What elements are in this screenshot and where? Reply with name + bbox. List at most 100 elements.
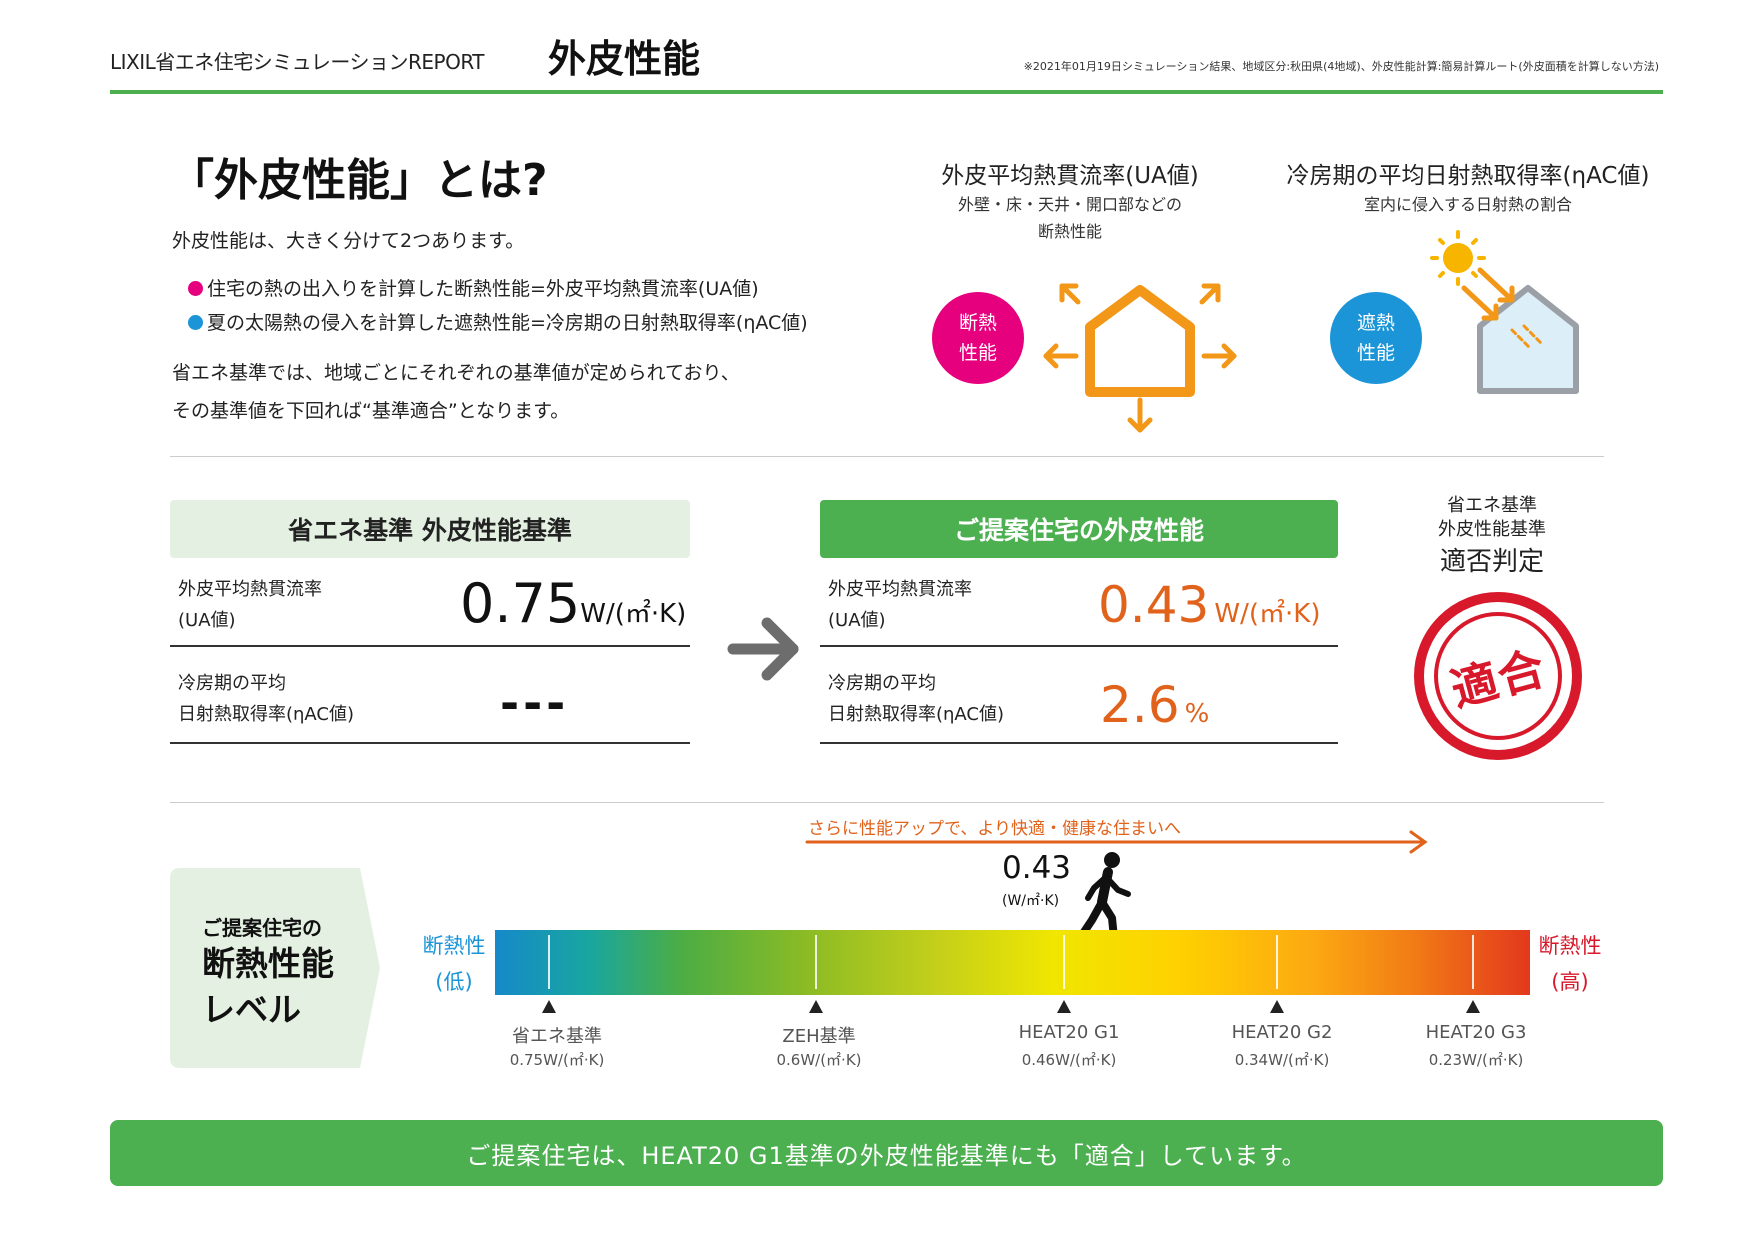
intro-paragraph: 省エネ基準では、地域ごとにそれぞれの基準値が定められており、 その基準値を下回れ… (172, 354, 740, 430)
tick-name-zeh: ZEH基準 (782, 1026, 856, 1047)
standard-eta-label-line2: 日射熱取得率(ηAC値) (178, 704, 355, 725)
high-insulation-label: 断熱性 (高) (1530, 928, 1610, 1000)
ua-diagram-subtitle-line1: 外壁・床・天井・開口部などの (957, 195, 1182, 214)
walking-person-icon (1080, 852, 1131, 942)
intro-paragraph-line2: その基準値を下回れば“基準適合”となります。 (172, 400, 570, 422)
pass-stamp: 適合 (1414, 592, 1582, 760)
proposal-ua-label-line2: (UA値) (828, 610, 886, 631)
proposal-eta-value-group: 2.6 % (1100, 676, 1209, 734)
proposal-ua-label: 外皮平均熱貫流率 (UA値) (828, 574, 972, 636)
level-panel-text: ご提案住宅の 断熱性能 レベル (202, 912, 334, 1033)
proposal-ua-unit: W/(㎡·K) (1214, 599, 1321, 629)
level-panel-line1: ご提案住宅の (202, 916, 322, 940)
insulation-badge: 断熱 性能 (932, 292, 1024, 384)
current-ua-value: 0.43 (1002, 850, 1072, 886)
insulation-badge-line1: 断熱 (958, 312, 997, 334)
judgement-title: 省エネ基準 外皮性能基準 適否判定 (1392, 494, 1592, 582)
level-panel-line2: 断熱性能 (202, 944, 334, 983)
standard-eta-value: --- (500, 676, 570, 730)
tick-value-g3: 0.23W/(㎡·K) (1428, 1051, 1524, 1069)
tick-marker-g2 (1270, 1000, 1284, 1013)
proposal-ua-value-group: 0.43 W/(㎡·K) (1098, 576, 1321, 634)
insulation-badge-line2: 性能 (958, 342, 997, 364)
proposal-eta-label: 冷房期の平均 日射熱取得率(ηAC値) (828, 668, 1004, 730)
bullet-eta-text: 夏の太陽熱の侵入を計算した遮熱性能=冷房期の日射熱取得率(ηAC値) (207, 312, 808, 334)
proposal-header: ご提案住宅の外皮性能 (820, 500, 1338, 558)
standard-eta-label-line1: 冷房期の平均 (178, 673, 286, 694)
bullet-dot-blue (188, 315, 203, 330)
standard-rule-1 (170, 645, 690, 647)
heat-shield-badge-line2: 性能 (1356, 342, 1395, 364)
bullet-dot-pink (188, 281, 203, 296)
proposal-eta-label-line2: 日射熱取得率(ηAC値) (828, 704, 1005, 725)
tick-value-zeh: 0.6W/(㎡·K) (776, 1051, 862, 1069)
low-insulation-label: 断熱性 (低) (414, 928, 494, 1000)
conclusion-banner: ご提案住宅は、HEAT20 G1基準の外皮性能基準にも「適合」しています。 (110, 1120, 1663, 1186)
standard-eta-label: 冷房期の平均 日射熱取得率(ηAC値) (178, 668, 354, 730)
tick-line-g1 (1063, 935, 1065, 989)
low-insulation-line2: (低) (435, 970, 473, 994)
proposal-ua-label-line1: 外皮平均熱貫流率 (828, 579, 972, 600)
pass-stamp-inner: 適合 (1434, 612, 1562, 740)
proposal-ua-value: 0.43 (1098, 576, 1210, 634)
ua-diagram-subtitle-line2: 断熱性能 (1037, 222, 1102, 241)
improvement-arrow-icon (805, 830, 1428, 854)
intro-heading: 「外皮性能」とは? (170, 155, 548, 206)
bullet-eta: 夏の太陽熱の侵入を計算した遮熱性能=冷房期の日射熱取得率(ηAC値) (188, 308, 808, 335)
tick-value-g1: 0.46W/(㎡·K) (1021, 1051, 1117, 1069)
house-heat-loss-icon (1043, 283, 1237, 433)
proposal-eta-unit: % (1184, 699, 1210, 729)
tick-line-g3 (1472, 935, 1474, 989)
insulation-gradient-bar (495, 930, 1530, 995)
tick-marker-zeh (809, 1000, 823, 1013)
level-panel-line3: レベル (202, 990, 301, 1029)
pass-stamp-text: 適合 (1445, 640, 1553, 718)
standard-header: 省エネ基準 外皮性能基準 (170, 500, 690, 558)
tick-line-zeh (815, 935, 817, 989)
house-solar-gain-icon (1430, 230, 1579, 394)
heat-shield-badge-line1: 遮熱 (1356, 312, 1395, 334)
tick-name-energy: 省エネ基準 (512, 1026, 602, 1047)
improvement-text: さらに性能アップで、より快適・健康な住まいへ (808, 819, 1181, 839)
standard-ua-unit: W/(㎡·K) (580, 599, 687, 629)
high-insulation-line2: (高) (1551, 970, 1589, 994)
tick-name-g3: HEAT20 G3 (1425, 1022, 1527, 1043)
page-title: 外皮性能 (548, 37, 701, 81)
bullet-ua: 住宅の熱の出入りを計算した断熱性能=外皮平均熱貫流率(UA値) (188, 274, 759, 301)
proposal-rule-2 (820, 742, 1338, 744)
intro-paragraph-line1: 省エネ基準では、地域ごとにそれぞれの基準値が定められており、 (172, 362, 740, 384)
standard-ua-value: 0.75 (460, 572, 581, 635)
judgement-line3: 適否判定 (1439, 547, 1544, 577)
header-divider (110, 90, 1663, 94)
tick-name-g1: HEAT20 G1 (1018, 1022, 1120, 1043)
section-divider-1 (170, 456, 1604, 457)
bullet-ua-text: 住宅の熱の出入りを計算した断熱性能=外皮平均熱貫流率(UA値) (207, 278, 759, 300)
tick-marker-g1 (1057, 1000, 1071, 1013)
tick-marker-g3 (1466, 1000, 1480, 1013)
sun-icon (1430, 230, 1486, 286)
judgement-line1: 省エネ基準 (1447, 495, 1537, 516)
ua-diagram-title: 外皮平均熱貫流率(UA値) (941, 163, 1199, 189)
tick-name-g2: HEAT20 G2 (1231, 1022, 1333, 1043)
level-panel-bg (170, 868, 380, 1068)
heat-shield-badge: 遮熱 性能 (1330, 292, 1422, 384)
ua-diagram-subtitle: 外壁・床・天井・開口部などの 断熱性能 (930, 191, 1210, 245)
eta-diagram-subtitle: 室内に侵入する日射熱の割合 (1363, 195, 1572, 214)
standard-ua-label-line1: 外皮平均熱貫流率 (178, 579, 322, 600)
standard-rule-2 (170, 742, 690, 744)
proposal-eta-value: 2.6 (1100, 676, 1180, 734)
tick-value-g2: 0.34W/(㎡·K) (1234, 1051, 1330, 1069)
tick-line-energy (548, 935, 550, 989)
eta-diagram-title: 冷房期の平均日射熱取得率(ηAC値) (1286, 163, 1650, 189)
current-ua-unit: (W/㎡·K) (1002, 893, 1060, 909)
high-insulation-line1: 断熱性 (1538, 934, 1602, 958)
intro-lead: 外皮性能は、大きく分けて2つあります。 (172, 230, 525, 252)
section-divider-2 (170, 802, 1604, 803)
simulation-note: ※2021年01月19日シミュレーション結果、地域区分:秋田県(4地域)、外皮性… (1023, 60, 1659, 73)
report-brand: LIXIL省エネ住宅シミュレーションREPORT (110, 50, 484, 74)
proposal-eta-label-line1: 冷房期の平均 (828, 673, 936, 694)
low-insulation-line1: 断熱性 (422, 934, 486, 958)
standard-ua-label: 外皮平均熱貫流率 (UA値) (178, 574, 322, 636)
tick-line-g2 (1276, 935, 1278, 989)
proposal-rule-1 (820, 645, 1338, 647)
